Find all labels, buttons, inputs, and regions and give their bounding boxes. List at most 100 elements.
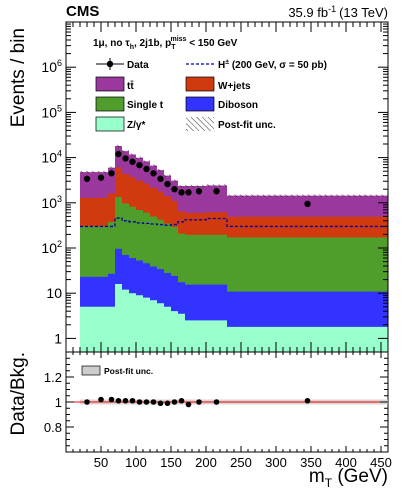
x-axis-top-ticks (72, 22, 389, 352)
y-tick-label-base: 1 (54, 330, 62, 346)
selection-label: 1μ, no τh, 2j1b, pTmiss < 150 GeV (93, 36, 238, 51)
x-axis-label: mT (GeV) (309, 466, 388, 490)
y-tick-label-base: 10 (41, 59, 57, 75)
x-tick-label: 300 (265, 455, 287, 470)
y-tick-label-exponent: 2 (57, 239, 62, 249)
ratio-point (129, 397, 136, 404)
data-point (185, 189, 192, 196)
ratio-point (98, 396, 104, 403)
data-points (83, 150, 311, 208)
uncertainty-bin (164, 174, 171, 177)
y-tick-label-top: 103 (41, 194, 62, 211)
selection-tau-subscript: h (130, 44, 134, 51)
data-point (195, 188, 203, 195)
legend-signal-charge: ± (225, 59, 229, 66)
selection-cut: < 150 GeV (186, 38, 237, 49)
uncertainty-bin (143, 160, 150, 163)
x-tick-label: 450 (370, 455, 392, 470)
y-tick-label-base: 10 (41, 195, 57, 211)
data-point (143, 165, 150, 173)
uncertainty-bin (129, 153, 136, 156)
energy-value: (13 TeV) (339, 5, 388, 20)
ratio-point (185, 401, 192, 408)
uncertainty-bin (122, 150, 129, 153)
x-axis-label-main: m (309, 466, 325, 487)
ratio-point (304, 397, 311, 404)
uncertainty-bin (108, 166, 115, 169)
y-tick-label-exponent: 5 (57, 103, 62, 113)
selection-pt-superscript: miss (171, 36, 187, 43)
data-point (213, 188, 220, 195)
data-point (129, 158, 136, 165)
selection-pt-subscript: T (171, 44, 176, 51)
signal-line (80, 217, 388, 228)
uncertainty-bin (178, 184, 185, 188)
stacked-backgrounds (80, 146, 388, 352)
data-point (83, 175, 91, 182)
data-point (157, 175, 164, 182)
uncertainty-bin (185, 184, 192, 188)
x-axis-label-subscript: T (325, 476, 333, 490)
lumi-unit-exponent: -1 (328, 4, 336, 14)
ratio-legend-label: Post-fit unc. (104, 366, 153, 376)
data-point (304, 200, 311, 208)
stack-area-z- (80, 283, 388, 352)
legend-diboson-swatch (185, 96, 215, 112)
ratio-point (143, 399, 150, 405)
ratio-point (171, 399, 178, 405)
y-tick-label-base: 10 (41, 240, 57, 256)
legend-signal-detail: (200 GeV, σ = 50 pb) (229, 60, 327, 71)
ratio-point (136, 399, 143, 405)
y-tick-label-base: 10 (46, 285, 62, 301)
ratio-panel: 0.8 1 1.2 Post-fit unc. (44, 351, 389, 453)
data-point (164, 180, 171, 188)
legend-singlet-swatch (95, 96, 125, 112)
y-tick-label-top: 1 (54, 330, 62, 346)
ratio-legend-swatch (81, 365, 101, 376)
data-point (97, 174, 105, 181)
x-tick-label: 250 (230, 455, 252, 470)
legend-ttbar-swatch (95, 76, 125, 92)
y-tick-label-top: 104 (41, 149, 62, 166)
signal-series-line (80, 217, 388, 228)
y-axis-label-bottom: Data/Bkg. (8, 352, 29, 435)
x-tick-label: 350 (300, 455, 322, 470)
x-tick-label: 150 (160, 455, 182, 470)
uncertainty-bin (150, 164, 157, 167)
uncertainty-bin (136, 156, 143, 159)
x-tick-label: 50 (94, 455, 108, 470)
y-tick-label-top: 106 (41, 58, 62, 75)
x-tick-label: 400 (335, 455, 357, 470)
ratio-point (84, 399, 90, 405)
experiment-label: CMS (66, 3, 99, 20)
ratio-y-tick-label: 1 (55, 395, 62, 410)
ratio-point (164, 400, 171, 407)
x-axis-bottom-ticks (72, 352, 389, 452)
ratio-point (122, 397, 129, 404)
legend-ttbar-label: tt̄ (127, 80, 134, 92)
y-tick-label-exponent: 6 (57, 58, 62, 68)
selection-jets: , 2j1b, p (134, 38, 171, 49)
uncertainty-bin (80, 170, 94, 174)
uncertainty-bin (227, 194, 388, 197)
x-axis-label-unit: (GeV) (332, 466, 388, 487)
y-tick-label-exponent: 3 (57, 194, 62, 204)
ratio-y-tick-label: 0.8 (44, 420, 62, 435)
ratio-y-tick-label: 1.2 (44, 370, 62, 385)
ratio-point (150, 399, 157, 405)
uncertainty-bin (171, 179, 178, 182)
y-tick-label-base: 10 (41, 150, 57, 166)
ratio-point (213, 399, 220, 405)
y-tick-label-top: 102 (41, 239, 62, 256)
legend-zgamma-label: Z/γ* (127, 120, 145, 131)
y-axis-label-top: Events / bin (8, 28, 29, 127)
y-tick-label-top: 10 (46, 285, 62, 301)
data-point (178, 189, 185, 196)
uncertainty-bin (206, 184, 227, 187)
post-fit-uncertainty-band (80, 144, 388, 197)
x-axis-tick-labels: 50 100 150 200 250 300 350 400 450 (94, 455, 392, 470)
legend-diboson-label: Diboson (218, 100, 258, 111)
data-point (150, 170, 157, 177)
legend-data-label: Data (127, 60, 149, 71)
